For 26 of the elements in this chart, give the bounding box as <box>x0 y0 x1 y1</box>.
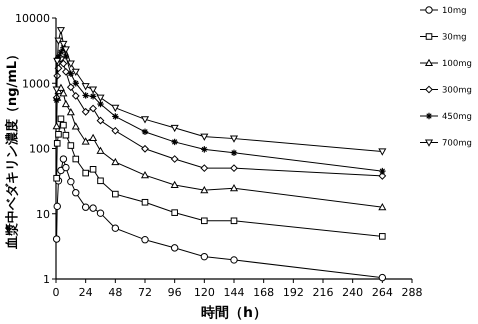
y-tick-label: 100 <box>29 142 50 156</box>
x-tick-label: 240 <box>342 286 364 299</box>
x-tick-label: 120 <box>194 286 215 299</box>
y-tick-label: 10 <box>36 208 50 221</box>
x-tick-label: 288 <box>402 286 422 299</box>
y-tick-label: 1000 <box>22 77 50 90</box>
x-tick-label: 72 <box>138 286 152 299</box>
y-tick-label: 1 <box>43 273 50 286</box>
x-tick-label: 192 <box>282 286 304 299</box>
x-tick-label: 216 <box>312 286 334 299</box>
x-tick-label: 48 <box>108 286 122 299</box>
legend-label: 100mg <box>442 59 472 69</box>
x-tick-label: 144 <box>224 286 244 299</box>
y-axis-title: 血漿中ベダキリン濃度（ng/mL） <box>4 48 20 250</box>
legend-label: 10mg <box>442 6 466 16</box>
legend-label: 700mg <box>442 138 472 148</box>
x-tick-label: 0 <box>52 286 60 299</box>
x-tick-label: 168 <box>253 286 274 299</box>
x-tick-label: 96 <box>168 286 182 299</box>
y-tick-label: 10000 <box>15 12 50 25</box>
x-tick-label: 264 <box>372 286 393 299</box>
x-tick-label: 24 <box>78 286 93 299</box>
x-axis-title: 時間（h） <box>201 305 267 321</box>
legend-label: 30mg <box>442 32 466 42</box>
legend-label: 300mg <box>442 86 472 96</box>
legend-label: 450mg <box>442 112 472 122</box>
